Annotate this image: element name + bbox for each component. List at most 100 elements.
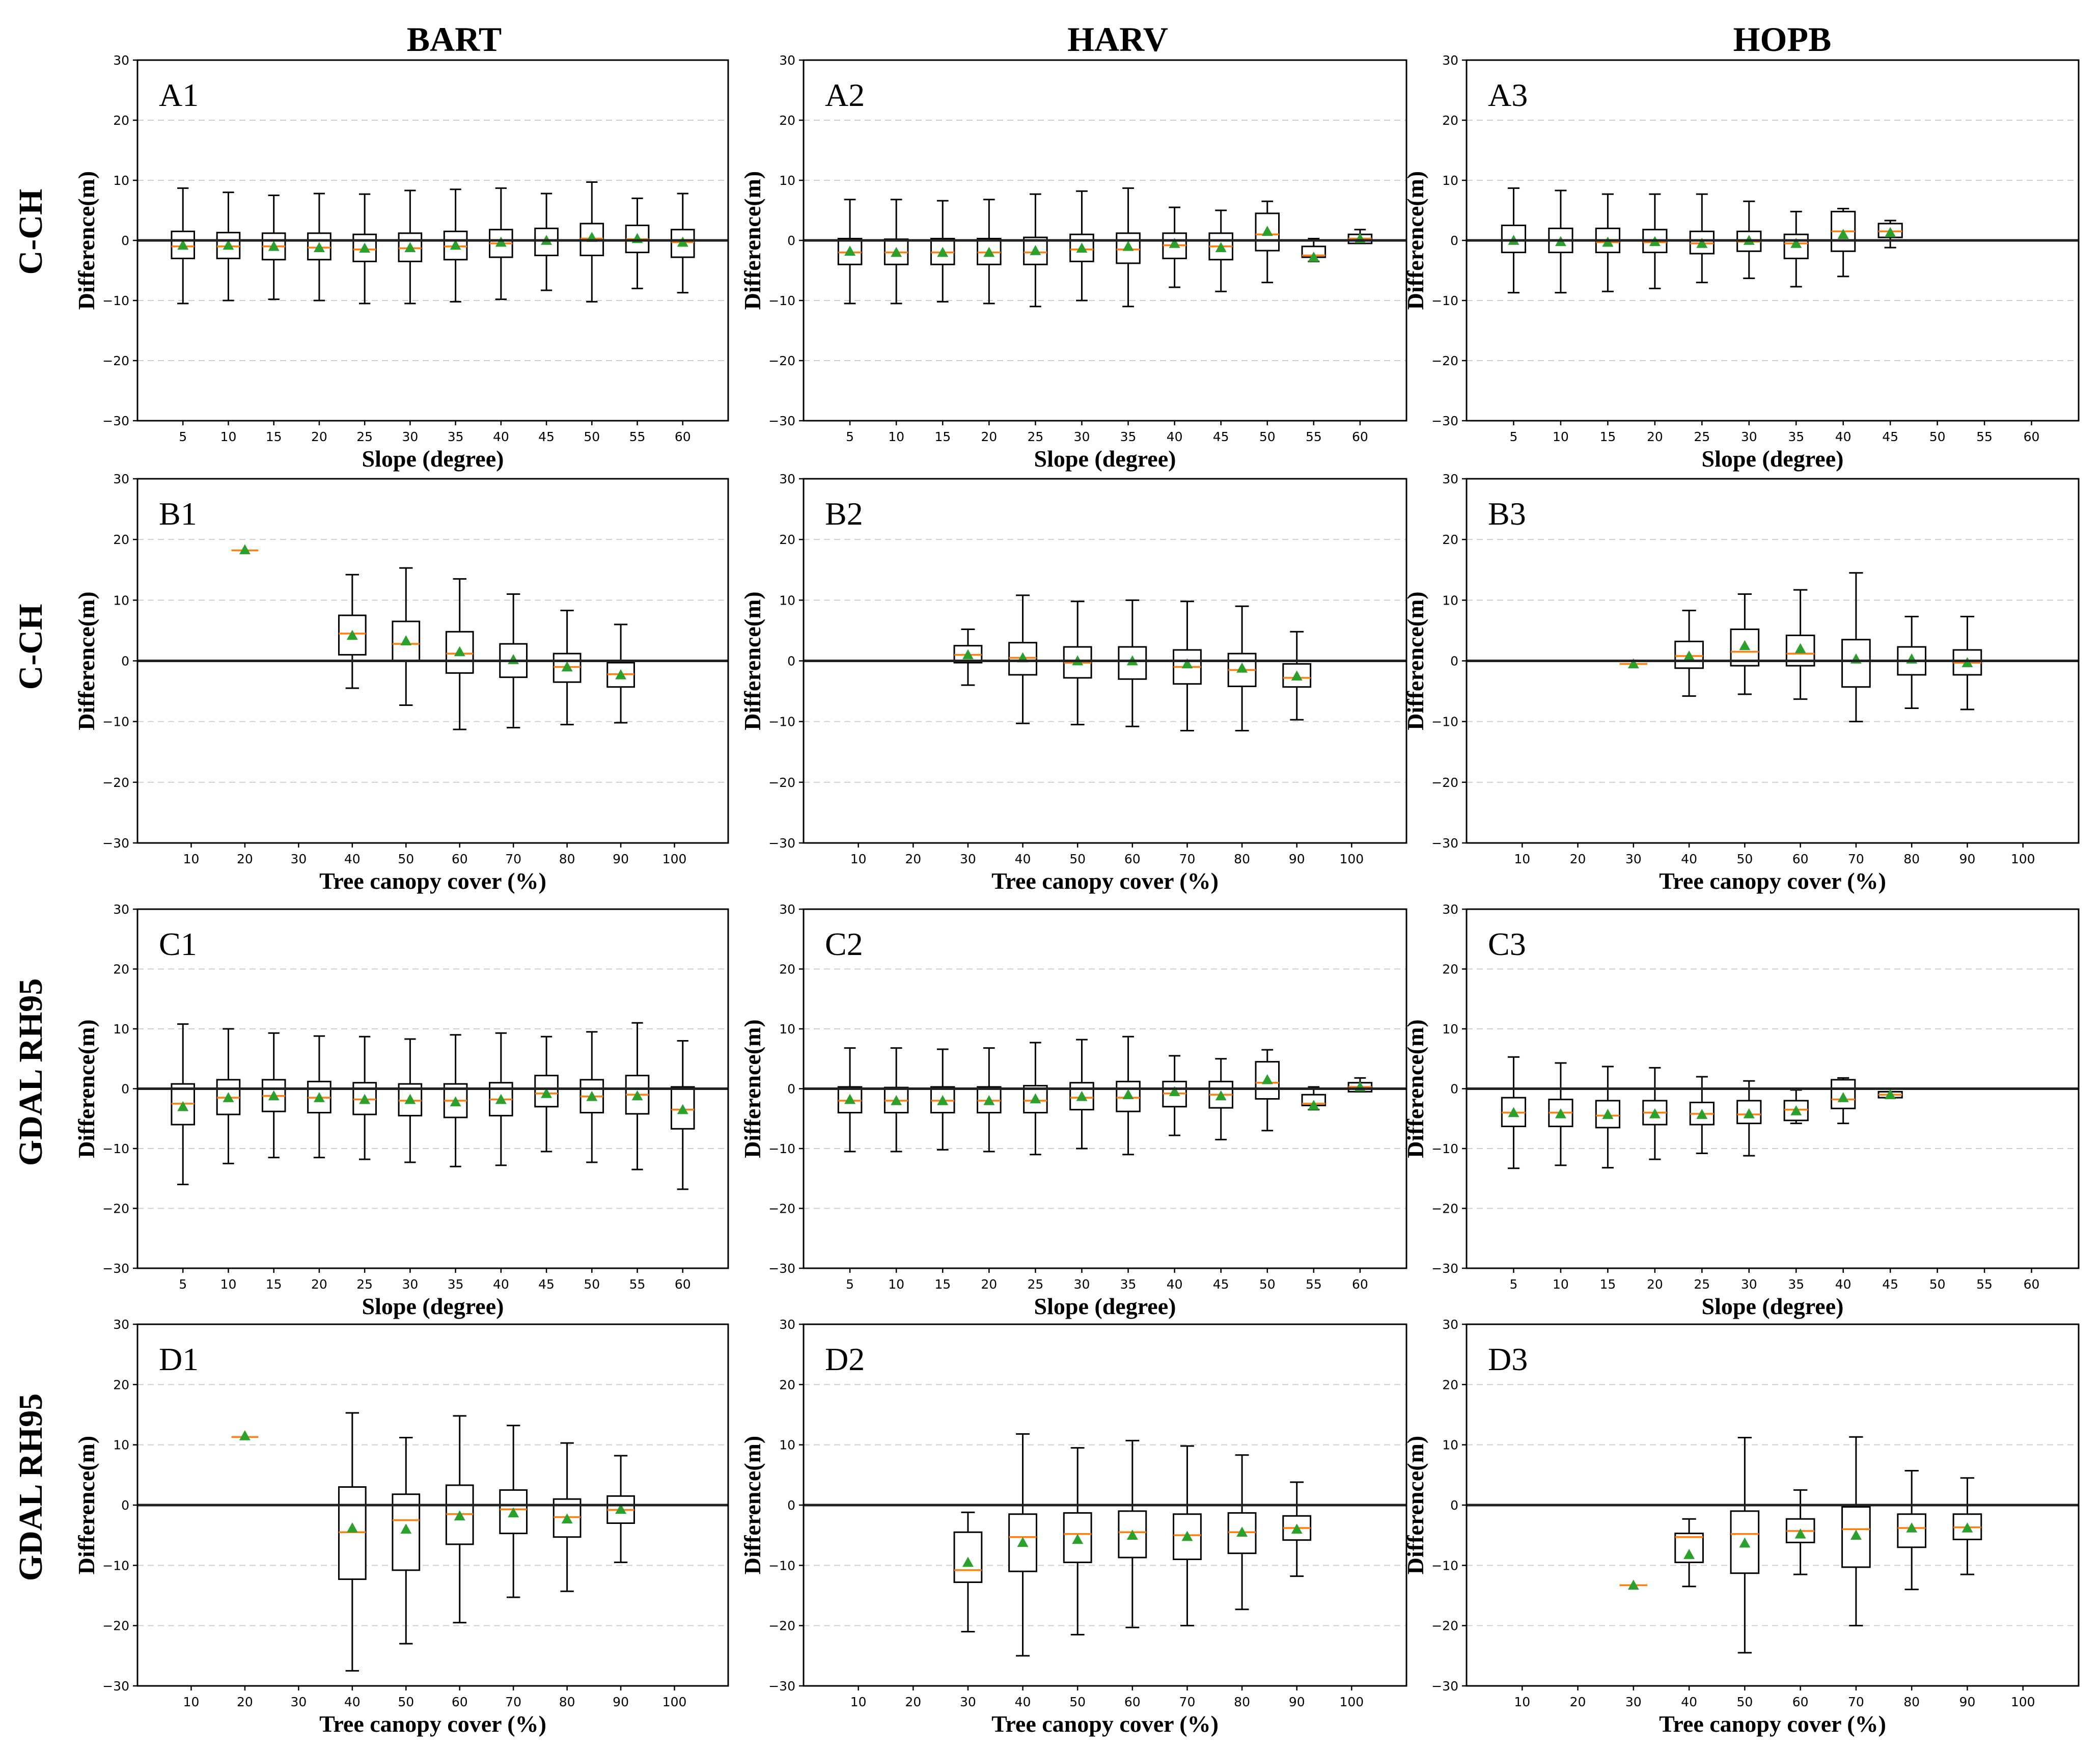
- box-20: [977, 1047, 1002, 1153]
- x-tick-label: 5: [179, 1277, 187, 1292]
- mean-marker: [1017, 1537, 1029, 1547]
- box-30: [1069, 1039, 1094, 1150]
- mean-marker: [1555, 1108, 1566, 1118]
- y-tick-label: −30: [102, 836, 129, 851]
- mean-marker: [495, 1094, 507, 1104]
- x-tick-label: 25: [356, 429, 373, 444]
- mean-marker: [615, 669, 627, 679]
- box-40: [338, 574, 367, 689]
- mean-marker: [223, 239, 234, 250]
- x-tick-label: 10: [888, 429, 904, 444]
- mean-marker: [1885, 1089, 1896, 1100]
- y-axis-label: Difference(m): [739, 591, 765, 730]
- mean-marker: [1236, 1526, 1248, 1537]
- mean-marker: [1790, 1105, 1802, 1115]
- box-40: [1831, 1077, 1856, 1125]
- mean-marker: [962, 649, 974, 660]
- box-20: [1642, 1067, 1668, 1160]
- x-tick-label: 50: [1736, 852, 1753, 866]
- y-tick-label: 30: [113, 53, 129, 68]
- x-tick-label: 50: [1929, 429, 1946, 444]
- y-tick-label: 0: [121, 1498, 129, 1513]
- mean-marker: [1649, 1108, 1661, 1118]
- iqr-box: [216, 232, 241, 259]
- box-30: [1736, 1080, 1762, 1157]
- mean-marker: [1122, 240, 1134, 251]
- box-5: [837, 1047, 863, 1153]
- box-80: [1897, 1470, 1926, 1591]
- mean-marker: [1308, 252, 1319, 262]
- x-tick-label: 90: [1959, 1695, 1976, 1709]
- y-tick-label: 0: [1450, 1498, 1458, 1513]
- y-tick-label: −30: [768, 1679, 795, 1694]
- y-tick-label: −10: [1431, 293, 1458, 308]
- box-15: [261, 1032, 286, 1159]
- panel-d2: −30 −20 −10 0 10 20 30 10 20 30 40 50 60 70 80 90 100 D2 T…: [739, 1317, 1407, 1737]
- iqr-box: [1841, 639, 1871, 688]
- row-title-c: GDAL RH95: [12, 978, 49, 1166]
- x-tick-label: 10: [1553, 429, 1569, 444]
- y-tick-label: 10: [1442, 1438, 1458, 1453]
- box-55: [625, 197, 650, 289]
- y-tick-label: 0: [121, 1082, 129, 1097]
- y-tick-label: 10: [779, 593, 795, 608]
- mean-marker: [359, 242, 371, 253]
- y-tick-label: 20: [1442, 113, 1458, 128]
- x-tick-label: 80: [1234, 852, 1250, 866]
- box-20: [307, 1035, 331, 1159]
- x-tick-label: 30: [290, 1695, 307, 1709]
- x-tick-label: 60: [1124, 1695, 1141, 1709]
- mean-marker: [223, 1092, 234, 1102]
- x-tick-label: 10: [1514, 852, 1530, 866]
- x-tick-label: 40: [493, 1277, 509, 1292]
- x-tick-label: 40: [1835, 1277, 1852, 1292]
- box-10: [883, 1047, 909, 1153]
- box-60: [1118, 599, 1147, 727]
- box-60: [445, 1415, 474, 1624]
- row-title-d: GDAL RH95: [12, 1394, 49, 1581]
- box-45: [1877, 1089, 1903, 1100]
- y-tick-label: −10: [1431, 1141, 1458, 1156]
- y-tick-label: 10: [113, 173, 129, 188]
- x-axis-label: Slope (degree): [1702, 446, 1844, 472]
- x-axis-label: Slope (degree): [1702, 1293, 1844, 1319]
- panel-b3: −30 −20 −10 0 10 20 30 10 20 30 40 50 60 70 80 90 100 B3 T…: [1402, 472, 2080, 894]
- y-tick-label: 10: [1442, 1022, 1458, 1036]
- y-tick-label: −10: [1431, 1558, 1458, 1573]
- x-tick-label: 30: [1741, 1277, 1757, 1292]
- box-80: [1897, 616, 1926, 709]
- mean-marker: [937, 1095, 949, 1105]
- y-tick-label: 20: [113, 113, 129, 128]
- x-tick-label: 50: [1736, 1695, 1753, 1709]
- mean-marker: [1627, 658, 1639, 669]
- panel-b1: −30 −20 −10 0 10 20 30 10 20 30 40 50 60 70 80 90 100 B1 T…: [73, 472, 729, 894]
- box-45: [1208, 1058, 1233, 1140]
- x-tick-label: 30: [1074, 429, 1090, 444]
- x-axis-label: Slope (degree): [362, 446, 504, 472]
- x-tick-label: 60: [2024, 429, 2040, 444]
- x-tick-label: 20: [237, 1695, 253, 1709]
- x-tick-label: 20: [981, 429, 997, 444]
- mean-marker: [1794, 1528, 1806, 1539]
- y-tick-label: 10: [779, 173, 795, 188]
- box-60: [445, 578, 474, 730]
- y-tick-label: 0: [1450, 1082, 1458, 1097]
- box-25: [352, 1035, 377, 1160]
- mean-marker: [400, 1523, 412, 1534]
- mean-marker: [239, 544, 251, 555]
- box-70: [1173, 601, 1202, 732]
- box-80: [552, 1442, 582, 1592]
- x-tick-label: 15: [1599, 1277, 1616, 1292]
- mean-marker: [1291, 1523, 1303, 1534]
- mean-marker: [631, 1090, 643, 1101]
- x-tick-label: 40: [1167, 429, 1183, 444]
- y-axis-label: Difference(m): [1402, 1436, 1428, 1574]
- mean-marker: [239, 1430, 251, 1440]
- x-tick-label: 100: [662, 852, 687, 866]
- mean-marker: [1696, 1109, 1708, 1119]
- x-tick-label: 10: [888, 1277, 904, 1292]
- x-tick-label: 35: [448, 429, 464, 444]
- mean-marker: [1743, 1108, 1755, 1118]
- mean-marker: [983, 1095, 995, 1105]
